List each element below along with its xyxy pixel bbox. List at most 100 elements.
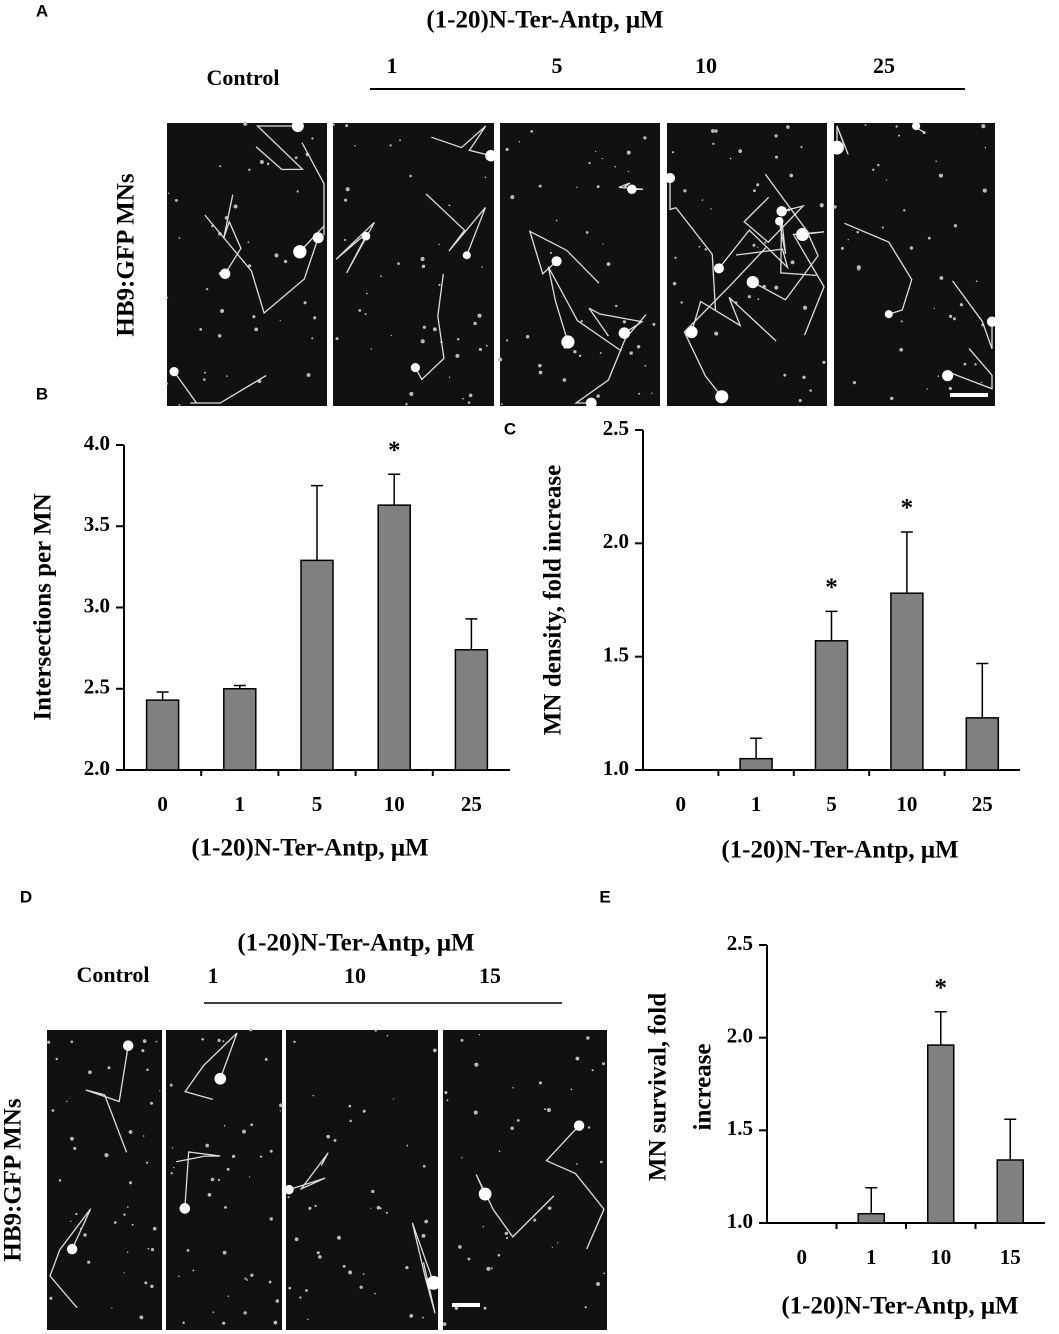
speck: [359, 1285, 363, 1289]
speck: [467, 1257, 471, 1261]
speck: [73, 1146, 77, 1150]
speck: [752, 243, 756, 247]
panel-letter: B: [36, 384, 48, 403]
neurite: [618, 182, 644, 190]
speck: [602, 1062, 606, 1066]
speck: [585, 231, 589, 234]
speck: [231, 1154, 236, 1158]
speck: [486, 1266, 491, 1271]
micrograph: [333, 123, 494, 406]
speck: [308, 1206, 312, 1210]
speck: [959, 303, 964, 307]
speck: [638, 392, 641, 395]
speck: [674, 256, 677, 259]
speck: [259, 160, 264, 164]
speck: [332, 123, 335, 126]
speck: [448, 376, 451, 378]
x-tick-label: 25: [461, 792, 482, 816]
speck: [505, 147, 509, 152]
neurite: [844, 222, 913, 315]
x-tick-label: 5: [826, 792, 837, 816]
bar: [145, 699, 180, 771]
speck: [178, 237, 181, 239]
y-tick-label: 2.5: [727, 931, 753, 955]
speck: [358, 309, 362, 312]
error-bar: [900, 531, 913, 594]
speck: [800, 146, 803, 149]
speck: [544, 1108, 547, 1111]
y-tick-label: 3.0: [84, 593, 110, 617]
speck: [672, 281, 677, 286]
speck: [864, 124, 867, 126]
y-axis-label: Intersections per MN: [30, 493, 57, 720]
speck: [498, 357, 503, 362]
speck: [123, 1272, 125, 1274]
speck: [111, 1307, 113, 1309]
micrograph: [667, 123, 827, 406]
speck: [170, 1172, 173, 1175]
y-axis-label: increase: [690, 1043, 717, 1130]
speck: [448, 204, 451, 207]
speck: [498, 1150, 501, 1153]
speck: [344, 198, 348, 202]
neurite: [222, 194, 242, 275]
speck: [424, 1219, 429, 1224]
speck: [980, 381, 983, 384]
soma: [426, 1275, 441, 1290]
neurite: [411, 1222, 436, 1314]
neurite: [718, 229, 789, 270]
y-tick-label: 2.0: [84, 756, 110, 780]
speck: [88, 1070, 92, 1075]
speck: [66, 1100, 68, 1103]
speck: [247, 264, 252, 268]
speck: [899, 347, 904, 352]
speck: [478, 347, 482, 352]
speck: [461, 1157, 463, 1159]
speck: [370, 1207, 372, 1209]
speck: [210, 1177, 215, 1182]
speck: [802, 305, 808, 310]
speck: [591, 1069, 594, 1072]
speck: [409, 391, 414, 396]
x-tick-label: 5: [312, 792, 323, 816]
speck: [246, 1279, 249, 1281]
speck: [201, 1037, 204, 1041]
soma: [884, 310, 893, 319]
speck: [75, 1212, 78, 1216]
dose-label: 10: [344, 963, 366, 988]
neurite: [475, 1174, 555, 1238]
speck: [250, 1123, 254, 1127]
speck: [172, 1166, 175, 1169]
speck: [146, 1161, 149, 1164]
panel-title: (1-20)N-Ter-Antp, μM: [237, 930, 474, 957]
speck: [186, 1249, 190, 1252]
speck: [898, 134, 901, 137]
speck: [405, 1265, 409, 1270]
error-bar: [976, 662, 989, 718]
neurite: [85, 1045, 129, 1153]
neurite: [288, 1152, 329, 1191]
panel-letter: A: [36, 1, 48, 20]
neurite: [547, 266, 622, 352]
speck: [58, 1179, 62, 1182]
speck: [159, 1090, 161, 1092]
speck: [318, 1255, 322, 1259]
speck: [473, 1110, 478, 1115]
y-tick-label: 3.5: [84, 512, 110, 536]
speck: [757, 298, 760, 301]
speck: [852, 381, 857, 385]
speck: [432, 327, 437, 332]
y-tick-label: 2.0: [727, 1023, 753, 1047]
speck: [87, 1260, 91, 1264]
speck: [217, 1038, 221, 1042]
speck: [809, 389, 812, 392]
speck: [296, 190, 299, 193]
speck: [128, 1130, 133, 1134]
speck: [274, 253, 279, 258]
speck: [530, 130, 534, 133]
speck: [316, 1251, 320, 1255]
control-label: Control: [77, 962, 150, 987]
neurite: [588, 307, 644, 337]
speck: [313, 316, 317, 320]
speck: [266, 162, 270, 166]
